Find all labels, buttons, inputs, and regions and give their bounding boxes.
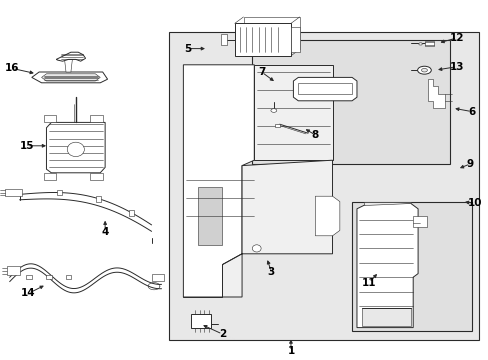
Polygon shape — [90, 115, 102, 122]
Polygon shape — [293, 77, 356, 101]
Text: 9: 9 — [466, 159, 473, 169]
Bar — [275, 124, 280, 127]
Bar — [251, 40, 449, 164]
Polygon shape — [32, 72, 107, 83]
Bar — [234, 23, 290, 56]
Polygon shape — [254, 65, 332, 160]
Ellipse shape — [252, 245, 261, 252]
Text: 7: 7 — [257, 67, 265, 77]
Text: 6: 6 — [468, 107, 474, 117]
Text: 2: 2 — [219, 329, 225, 339]
Polygon shape — [64, 59, 72, 72]
Polygon shape — [46, 122, 105, 173]
Bar — [96, 196, 101, 202]
Text: 13: 13 — [449, 62, 464, 72]
Bar — [190, 314, 211, 328]
Polygon shape — [418, 43, 422, 45]
Polygon shape — [183, 65, 254, 297]
Text: 15: 15 — [20, 141, 34, 151]
Bar — [46, 275, 52, 279]
Text: 5: 5 — [184, 44, 191, 54]
Polygon shape — [41, 74, 100, 81]
Bar — [168, 32, 478, 340]
Polygon shape — [56, 52, 85, 61]
Ellipse shape — [270, 109, 276, 112]
Bar — [129, 210, 134, 216]
Ellipse shape — [421, 68, 427, 72]
Bar — [65, 275, 71, 279]
Bar — [57, 190, 61, 195]
Ellipse shape — [67, 142, 84, 157]
Polygon shape — [427, 79, 444, 108]
Bar — [425, 41, 433, 46]
Polygon shape — [364, 202, 410, 205]
Bar — [221, 34, 226, 45]
Polygon shape — [222, 160, 332, 297]
Text: 12: 12 — [449, 33, 464, 43]
Text: 1: 1 — [287, 346, 294, 356]
Bar — [412, 216, 426, 227]
Text: 3: 3 — [267, 267, 274, 277]
Polygon shape — [44, 115, 56, 122]
Text: 14: 14 — [21, 288, 36, 298]
Polygon shape — [361, 308, 410, 326]
Bar — [26, 275, 32, 279]
Polygon shape — [5, 189, 22, 196]
Text: 11: 11 — [361, 278, 376, 288]
Bar — [351, 202, 471, 331]
Text: 16: 16 — [5, 63, 20, 73]
Text: 8: 8 — [311, 130, 318, 140]
Bar — [243, 17, 299, 49]
Polygon shape — [44, 173, 56, 180]
Polygon shape — [290, 27, 299, 52]
Polygon shape — [151, 274, 163, 281]
Polygon shape — [198, 187, 222, 245]
Polygon shape — [90, 173, 102, 180]
Polygon shape — [315, 196, 339, 236]
Polygon shape — [356, 203, 417, 328]
Ellipse shape — [417, 66, 430, 74]
Polygon shape — [7, 266, 20, 275]
Text: 10: 10 — [467, 198, 482, 208]
Text: 4: 4 — [101, 227, 109, 237]
